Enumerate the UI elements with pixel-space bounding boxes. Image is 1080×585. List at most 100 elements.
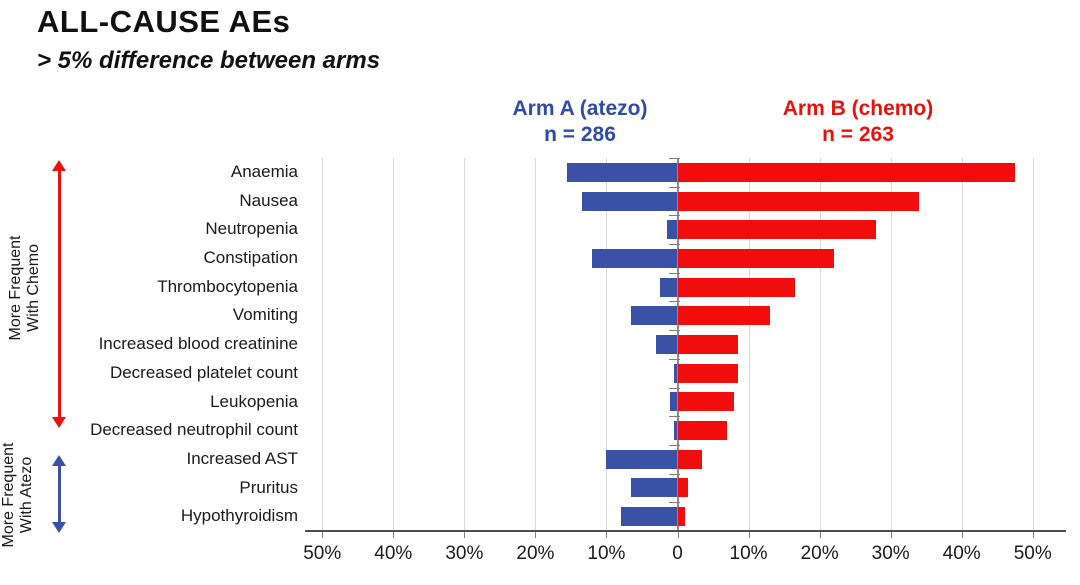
category-label: Increased blood creatinine xyxy=(98,334,298,354)
bar-atezo-12 xyxy=(620,507,678,527)
bar-atezo-1 xyxy=(581,191,678,211)
legend-arm-b-label: Arm B (chemo) xyxy=(782,97,934,120)
category-label: Leukopenia xyxy=(210,391,298,411)
zero-axis-tick xyxy=(668,330,680,332)
bar-chemo-10 xyxy=(677,449,703,469)
legend-arm-b: Arm B (chemo) n = 263 xyxy=(748,96,968,148)
bar-atezo-5 xyxy=(631,306,678,326)
chart-plot-area xyxy=(305,158,1065,531)
x-axis-tick-label: 30% xyxy=(445,543,484,564)
bar-chemo-9 xyxy=(677,421,728,441)
arrow-head-icon xyxy=(52,417,66,428)
category-label: Increased AST xyxy=(186,448,298,468)
x-axis-tick xyxy=(535,532,537,538)
page-title: ALL-CAUSE AEs xyxy=(37,4,291,39)
category-label: Neutropenia xyxy=(205,219,298,239)
bar-chemo-12 xyxy=(677,507,685,527)
x-axis-line xyxy=(305,530,1066,532)
bar-atezo-4 xyxy=(659,277,678,297)
bar-atezo-7 xyxy=(673,363,678,383)
double-arrow-chemo-icon xyxy=(52,160,66,428)
bar-chemo-4 xyxy=(677,277,795,297)
x-axis-tick xyxy=(1032,532,1034,538)
zero-axis-tick xyxy=(668,158,680,159)
arrow-head-icon xyxy=(52,160,66,171)
x-axis-tick-label: 10% xyxy=(587,543,626,564)
x-axis-tick-label: 40% xyxy=(374,543,413,564)
bar-chemo-3 xyxy=(677,248,834,268)
x-axis-tick xyxy=(677,532,679,538)
x-axis-tick xyxy=(464,532,466,538)
bar-atezo-3 xyxy=(592,248,678,268)
x-axis-tick xyxy=(819,532,821,538)
zero-axis-tick xyxy=(668,215,680,217)
arrow-shaft xyxy=(57,169,61,419)
zero-axis-tick xyxy=(668,358,680,360)
x-axis-tick-label: 20% xyxy=(800,543,839,564)
category-label: Thrombocytopenia xyxy=(157,276,298,296)
bar-chemo-2 xyxy=(677,220,877,240)
arrow-head-icon xyxy=(52,455,66,466)
bar-chemo-5 xyxy=(677,306,770,326)
category-label: Constipation xyxy=(203,248,298,268)
zero-axis-tick xyxy=(668,444,680,446)
x-axis-tick xyxy=(322,532,324,538)
x-axis-tick xyxy=(748,532,750,538)
zero-axis-tick xyxy=(668,244,680,246)
x-axis-tick xyxy=(606,532,608,538)
gridline xyxy=(464,158,466,531)
x-axis-tick-label: 10% xyxy=(729,543,768,564)
x-axis-tick xyxy=(890,532,892,538)
category-label: Vomiting xyxy=(232,305,298,325)
gridline xyxy=(890,158,892,531)
category-label: Pruritus xyxy=(239,477,298,497)
category-label: Nausea xyxy=(239,190,298,210)
bar-chemo-0 xyxy=(677,162,1015,182)
bar-atezo-10 xyxy=(606,449,678,469)
category-label: Decreased neutrophil count xyxy=(90,420,298,440)
x-axis-tick-label: 30% xyxy=(871,543,910,564)
bar-atezo-6 xyxy=(656,335,678,354)
bar-atezo-0 xyxy=(567,162,678,182)
x-axis-tick xyxy=(393,532,395,538)
gridline xyxy=(393,158,395,531)
page-subtitle: > 5% difference between arms xyxy=(37,47,381,74)
zero-axis-tick xyxy=(668,272,680,274)
zero-axis-tick xyxy=(668,387,680,389)
bar-atezo-8 xyxy=(670,392,678,412)
bar-chemo-11 xyxy=(677,478,689,498)
x-axis-tick-label: 50% xyxy=(303,543,342,564)
zero-axis-tick xyxy=(668,186,680,188)
gridline xyxy=(961,158,963,531)
x-axis-tick-label: 20% xyxy=(516,543,555,564)
gridline xyxy=(1032,158,1034,531)
bar-chemo-7 xyxy=(677,363,738,383)
x-axis-tick xyxy=(961,532,963,538)
x-axis-tick-label: 40% xyxy=(942,543,981,564)
x-axis-tick-label: 0 xyxy=(672,543,683,564)
bar-chemo-6 xyxy=(677,335,738,354)
gridline xyxy=(606,158,608,531)
gridline xyxy=(322,158,324,531)
bar-atezo-9 xyxy=(673,421,678,441)
category-label: Anaemia xyxy=(230,162,298,181)
bar-atezo-2 xyxy=(666,220,678,240)
category-labels: Anaemia Nausea Neutropenia Constipation Thro… xyxy=(0,158,298,531)
category-label: Hypothyroidism xyxy=(180,506,298,526)
double-arrow-atezo-icon xyxy=(52,455,66,533)
category-label: Decreased platelet count xyxy=(109,362,298,382)
bar-chemo-1 xyxy=(677,191,920,211)
gridline xyxy=(748,158,750,531)
x-axis-tick-label: 50% xyxy=(1013,543,1052,564)
legend-arm-a-label: Arm A (atezo) xyxy=(512,97,648,120)
legend-arm-b-n: n = 263 xyxy=(822,123,894,146)
legend-arm-a: Arm A (atezo) n = 286 xyxy=(470,96,690,148)
gridline xyxy=(535,158,537,531)
arrow-head-icon xyxy=(52,522,66,533)
zero-axis-tick xyxy=(668,502,680,504)
zero-axis-tick xyxy=(668,301,680,303)
zero-axis-tick xyxy=(668,473,680,475)
zero-axis-tick xyxy=(668,416,680,418)
gridline xyxy=(819,158,821,531)
arrow-shaft xyxy=(57,464,61,524)
